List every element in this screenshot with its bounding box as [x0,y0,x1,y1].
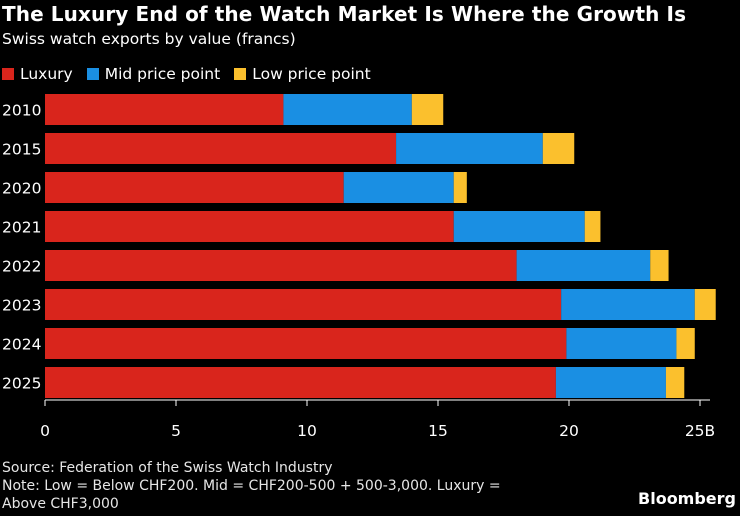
category-label-2023: 2023 [2,297,41,315]
bar-2021-mid-price-point [453,211,585,242]
category-label-2024: 2024 [2,336,41,354]
bar-2015-mid-price-point [396,133,543,164]
legend-item-luxury: Luxury [2,65,73,83]
bar-2023-mid-price-point [561,289,695,320]
category-label-2020: 2020 [2,180,41,198]
bar-2022-low-price-point [650,250,669,281]
bar-2024-luxury [45,328,567,359]
bar-2025-mid-price-point [555,367,666,398]
legend: Luxury Mid price point Low price point [2,65,385,83]
x-tick-label-25B: 25B [685,422,715,440]
chart-title: The Luxury End of the Watch Market Is Wh… [2,2,687,26]
chart-subtitle: Swiss watch exports by value (francs) [2,30,296,48]
legend-label-mid: Mid price point [104,65,221,83]
legend-swatch-luxury [2,68,14,80]
category-label-2010: 2010 [2,102,41,120]
bar-2020-low-price-point [453,172,467,203]
x-tick-label-10: 10 [297,422,317,440]
x-tick-label-0: 0 [40,422,50,440]
category-label-2025: 2025 [2,375,41,393]
x-tick-label-20: 20 [559,422,579,440]
brand-logo: Bloomberg [638,489,736,508]
bar-2020-luxury [45,172,344,203]
bar-2024-mid-price-point [566,328,677,359]
category-label-2015: 2015 [2,141,41,159]
bar-2010-low-price-point [411,94,444,125]
category-label-2021: 2021 [2,219,41,237]
bar-2010-mid-price-point [283,94,412,125]
bar-2025-low-price-point [665,367,685,398]
legend-swatch-low [234,68,247,80]
legend-label-low: Low price point [252,65,371,83]
x-tick-label-15: 15 [428,422,448,440]
bar-2024-low-price-point [676,328,695,359]
source-note: Source: Federation of the Swiss Watch In… [2,460,333,476]
bar-2022-mid-price-point [516,250,651,281]
bar-2023-luxury [45,289,562,320]
legend-swatch-mid [86,68,99,80]
x-tick-label-5: 5 [171,422,181,440]
bar-2015-luxury [45,133,397,164]
bar-2022-luxury [45,250,517,281]
legend-item-mid: Mid price point [86,65,221,83]
footer: Source: Federation of the Swiss Watch In… [2,459,501,513]
bar-2023-low-price-point [694,289,716,320]
bar-2021-low-price-point [584,211,601,242]
bar-2020-mid-price-point [343,172,454,203]
category-label-2022: 2022 [2,258,41,276]
bar-2021-luxury [45,211,454,242]
bar-2015-low-price-point [542,133,575,164]
legend-item-low: Low price point [234,65,371,83]
bar-2010-luxury [45,94,284,125]
note-line-2: Above CHF3,000 [2,496,119,512]
note-line-1: Note: Low = Below CHF200. Mid = CHF200-5… [2,478,501,494]
bar-2025-luxury [45,367,556,398]
legend-label-luxury: Luxury [20,65,73,83]
